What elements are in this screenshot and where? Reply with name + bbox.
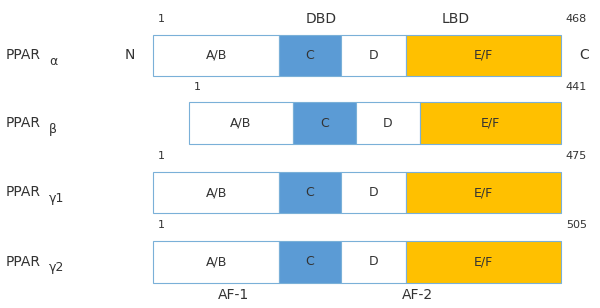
Text: C: C bbox=[306, 255, 314, 268]
Text: 441: 441 bbox=[566, 82, 587, 92]
Bar bbox=[406, 172, 561, 213]
Bar bbox=[280, 35, 341, 76]
Text: D: D bbox=[383, 117, 393, 130]
Text: PPAR: PPAR bbox=[6, 185, 41, 200]
Text: AF-1: AF-1 bbox=[218, 289, 250, 302]
Bar bbox=[341, 35, 406, 76]
Bar bbox=[341, 172, 406, 213]
Text: LBD: LBD bbox=[442, 12, 470, 26]
Text: β: β bbox=[49, 123, 57, 136]
Bar bbox=[293, 102, 356, 144]
Bar bbox=[356, 102, 419, 144]
Bar bbox=[189, 102, 293, 144]
Text: 505: 505 bbox=[566, 220, 587, 230]
Text: AF-2: AF-2 bbox=[401, 289, 433, 302]
Text: C: C bbox=[306, 49, 314, 62]
Bar bbox=[406, 241, 561, 283]
Text: E/F: E/F bbox=[474, 49, 493, 62]
Text: PPAR: PPAR bbox=[6, 116, 41, 130]
Text: γ2: γ2 bbox=[49, 261, 65, 274]
Bar bbox=[280, 172, 341, 213]
Text: E/F: E/F bbox=[474, 186, 493, 199]
Text: 1: 1 bbox=[158, 220, 165, 230]
Bar bbox=[280, 241, 341, 283]
Text: N: N bbox=[125, 48, 135, 63]
Text: 475: 475 bbox=[566, 151, 587, 161]
Text: PPAR: PPAR bbox=[6, 48, 41, 63]
Text: 1: 1 bbox=[194, 82, 201, 92]
Bar bbox=[153, 172, 280, 213]
Text: C: C bbox=[306, 186, 314, 199]
Text: γ1: γ1 bbox=[49, 192, 65, 205]
Bar bbox=[153, 241, 280, 283]
Text: D: D bbox=[368, 255, 378, 268]
Bar bbox=[406, 35, 561, 76]
Text: D: D bbox=[368, 49, 378, 62]
Text: A/B: A/B bbox=[206, 186, 227, 199]
Text: E/F: E/F bbox=[481, 117, 500, 130]
Text: A/B: A/B bbox=[206, 49, 227, 62]
Text: C: C bbox=[579, 48, 589, 63]
Text: A/B: A/B bbox=[230, 117, 252, 130]
Bar bbox=[419, 102, 561, 144]
Bar bbox=[153, 35, 280, 76]
Text: 1: 1 bbox=[158, 151, 165, 161]
Text: A/B: A/B bbox=[206, 255, 227, 268]
Text: PPAR: PPAR bbox=[6, 255, 41, 269]
Text: 468: 468 bbox=[566, 14, 587, 24]
Text: C: C bbox=[320, 117, 329, 130]
Text: α: α bbox=[49, 55, 58, 68]
Text: DBD: DBD bbox=[305, 12, 337, 26]
Text: D: D bbox=[368, 186, 378, 199]
Text: 1: 1 bbox=[158, 14, 165, 24]
Text: E/F: E/F bbox=[474, 255, 493, 268]
Bar bbox=[341, 241, 406, 283]
